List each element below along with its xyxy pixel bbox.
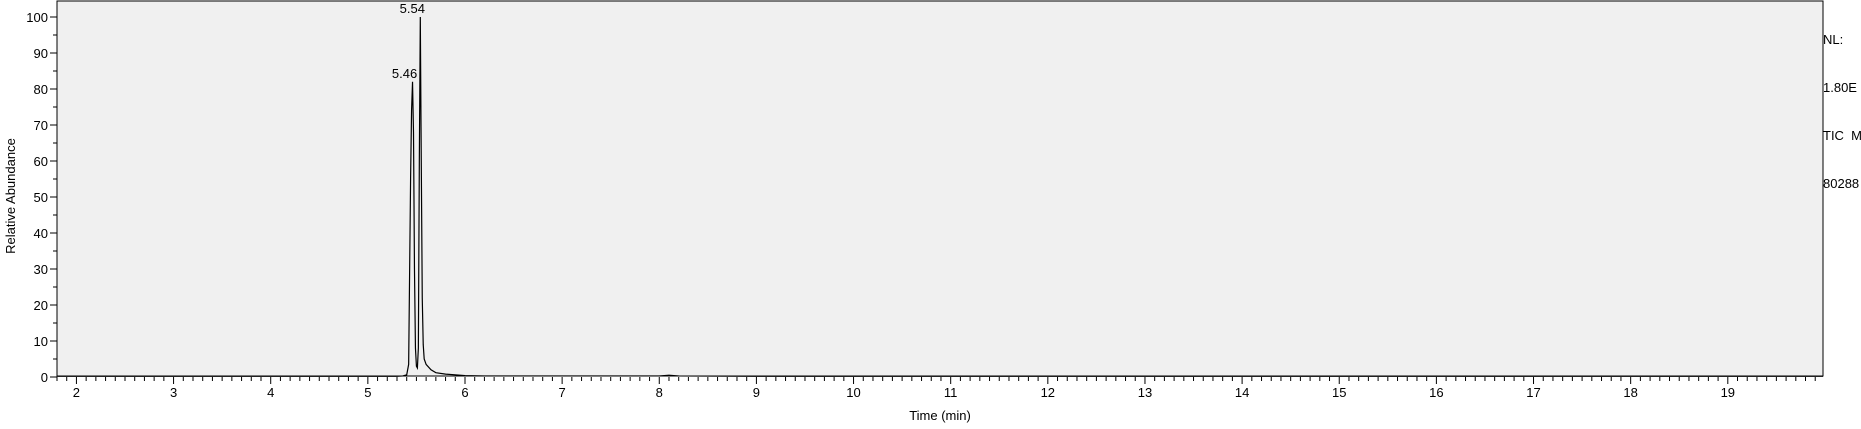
x-tick-label: 19 — [1721, 385, 1735, 400]
x-tick-label: 6 — [461, 385, 468, 400]
x-tick-label: 11 — [944, 385, 958, 400]
y-axis-title: Relative Abundance — [3, 138, 18, 254]
tic-trace — [57, 16, 1823, 377]
nl-line: 80288 — [1823, 176, 1860, 191]
x-tick-label: 4 — [267, 385, 274, 400]
y-tick-label: 40 — [34, 226, 48, 241]
x-tick-label: 18 — [1623, 385, 1637, 400]
nl-line: 1.80E — [1823, 80, 1857, 95]
series-layer — [57, 16, 1823, 377]
y-tick-label: 50 — [34, 190, 48, 205]
x-tick-label: 5 — [364, 385, 371, 400]
axes: 2 3 4 5 6 7 8 9 10 11 12 13 14 15 16 17 18 19 0 10 20 30 40 50 6… — [26, 10, 1816, 400]
peak-label: 5.46 — [392, 66, 417, 81]
y-tick-label: 10 — [34, 334, 48, 349]
x-tick-label: 13 — [1138, 385, 1152, 400]
x-tick-label: 3 — [170, 385, 177, 400]
x-tick-label: 2 — [73, 385, 80, 400]
y-tick-label: 30 — [34, 262, 48, 277]
x-tick-label: 16 — [1429, 385, 1443, 400]
y-tick-label: 70 — [34, 118, 48, 133]
y-tick-label: 90 — [34, 46, 48, 61]
peak-labels: 5.46 5.54 — [392, 1, 425, 81]
x-tick-label: 15 — [1332, 385, 1346, 400]
y-tick-label: 80 — [34, 82, 48, 97]
y-tick-label: 100 — [26, 10, 48, 25]
x-axis-title: Time (min) — [909, 408, 971, 423]
x-tick-label: 10 — [846, 385, 860, 400]
y-tick-label: 0 — [41, 370, 48, 385]
x-tick-label: 8 — [656, 385, 663, 400]
x-tick-label: 9 — [753, 385, 760, 400]
y-tick-label: 20 — [34, 298, 48, 313]
x-tick-label: 7 — [559, 385, 566, 400]
x-tick-label: 14 — [1235, 385, 1249, 400]
nl-line: TIC M — [1823, 128, 1861, 143]
nl-line: NL: — [1823, 32, 1844, 47]
x-tick-label: 17 — [1526, 385, 1540, 400]
normalization-panel: NL: 1.80E TIC M 80288 — [1823, 0, 1861, 208]
plot-area — [56, 0, 1824, 377]
peak-label: 5.54 — [400, 1, 425, 16]
y-tick-label: 60 — [34, 154, 48, 169]
x-tick-label: 12 — [1041, 385, 1055, 400]
